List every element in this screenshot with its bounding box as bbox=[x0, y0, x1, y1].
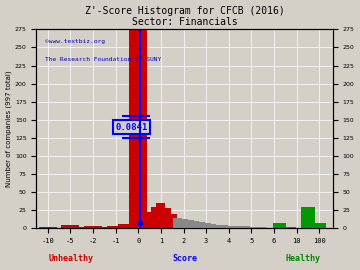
Bar bbox=[61, 225, 80, 228]
Bar bbox=[241, 226, 250, 228]
Bar bbox=[107, 225, 125, 228]
Bar bbox=[235, 226, 244, 228]
Bar bbox=[207, 224, 216, 228]
Bar bbox=[196, 222, 205, 228]
Bar bbox=[179, 219, 188, 228]
Bar bbox=[224, 225, 233, 228]
Text: The Research Foundation of SUNY: The Research Foundation of SUNY bbox=[45, 57, 162, 62]
Bar bbox=[168, 214, 177, 228]
Bar bbox=[151, 207, 160, 228]
Bar bbox=[84, 226, 102, 228]
Bar bbox=[185, 220, 194, 228]
Bar bbox=[312, 223, 326, 228]
Text: ©www.textbiz.org: ©www.textbiz.org bbox=[45, 39, 105, 44]
Bar bbox=[118, 224, 136, 228]
Bar bbox=[311, 225, 320, 228]
Title: Z'-Score Histogram for CFCB (2016)
Sector: Financials: Z'-Score Histogram for CFCB (2016) Secto… bbox=[85, 6, 284, 27]
Bar bbox=[129, 29, 147, 228]
Bar bbox=[301, 207, 315, 228]
Bar bbox=[252, 227, 262, 228]
Bar bbox=[247, 227, 256, 228]
Bar bbox=[139, 224, 148, 228]
Bar bbox=[173, 218, 183, 228]
Bar bbox=[202, 223, 211, 228]
Bar bbox=[230, 225, 239, 228]
Y-axis label: Number of companies (997 total): Number of companies (997 total) bbox=[5, 70, 12, 187]
Text: Score: Score bbox=[172, 254, 197, 263]
Bar bbox=[213, 225, 222, 228]
Bar bbox=[156, 203, 165, 228]
Text: Unhealthy: Unhealthy bbox=[48, 254, 93, 263]
Bar bbox=[77, 227, 86, 228]
Text: Healthy: Healthy bbox=[286, 254, 321, 263]
Bar bbox=[258, 227, 267, 228]
Bar bbox=[190, 221, 199, 228]
Bar bbox=[162, 208, 171, 228]
Bar bbox=[145, 212, 154, 228]
Bar bbox=[39, 227, 57, 228]
Text: 0.0841: 0.0841 bbox=[115, 123, 148, 131]
Bar bbox=[219, 225, 228, 228]
Bar bbox=[287, 227, 296, 228]
Bar bbox=[100, 227, 109, 228]
Bar bbox=[273, 223, 287, 228]
